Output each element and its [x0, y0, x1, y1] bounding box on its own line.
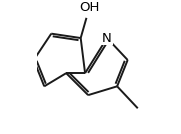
Text: N: N — [102, 31, 112, 44]
Text: OH: OH — [79, 1, 100, 14]
